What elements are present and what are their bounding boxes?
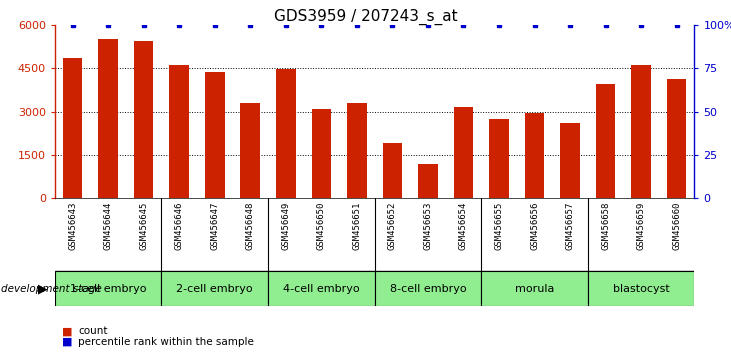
Text: count: count bbox=[78, 326, 107, 336]
Text: ■: ■ bbox=[62, 337, 72, 347]
Bar bbox=[481, 271, 588, 306]
Bar bbox=[418, 164, 438, 198]
Bar bbox=[454, 107, 473, 198]
Text: percentile rank within the sample: percentile rank within the sample bbox=[78, 337, 254, 347]
Text: GSM456650: GSM456650 bbox=[317, 202, 326, 250]
Bar bbox=[382, 143, 402, 198]
Bar bbox=[560, 123, 580, 198]
Bar bbox=[268, 271, 374, 306]
Text: GSM456648: GSM456648 bbox=[246, 202, 255, 250]
Bar bbox=[311, 109, 331, 198]
Text: GSM456657: GSM456657 bbox=[566, 202, 575, 250]
Bar bbox=[63, 58, 83, 198]
Bar bbox=[205, 72, 224, 198]
Bar bbox=[525, 113, 545, 198]
Text: GSM456655: GSM456655 bbox=[494, 202, 504, 250]
Text: GSM456659: GSM456659 bbox=[637, 202, 645, 250]
Bar bbox=[240, 103, 260, 198]
Text: 4-cell embryo: 4-cell embryo bbox=[283, 284, 360, 293]
Text: development stage: development stage bbox=[1, 284, 102, 293]
Text: 1-cell embryo: 1-cell embryo bbox=[70, 284, 146, 293]
Bar bbox=[347, 103, 367, 198]
Bar bbox=[99, 39, 118, 198]
Text: GDS3959 / 207243_s_at: GDS3959 / 207243_s_at bbox=[273, 9, 458, 25]
Text: GSM456654: GSM456654 bbox=[459, 202, 468, 250]
Bar bbox=[374, 271, 481, 306]
Text: GSM456646: GSM456646 bbox=[175, 202, 183, 250]
Text: GSM456647: GSM456647 bbox=[211, 202, 219, 250]
Text: GSM456652: GSM456652 bbox=[388, 202, 397, 250]
Bar bbox=[134, 41, 154, 198]
Text: GSM456643: GSM456643 bbox=[68, 202, 77, 250]
Text: ▶: ▶ bbox=[38, 282, 48, 295]
Text: GSM456658: GSM456658 bbox=[601, 202, 610, 250]
Bar bbox=[170, 65, 189, 198]
Text: GSM456660: GSM456660 bbox=[673, 202, 681, 250]
Bar bbox=[162, 271, 268, 306]
Bar bbox=[55, 271, 162, 306]
Text: GSM456653: GSM456653 bbox=[423, 202, 433, 250]
Text: GSM456649: GSM456649 bbox=[281, 202, 290, 250]
Bar bbox=[588, 271, 694, 306]
Bar bbox=[667, 79, 686, 198]
Text: blastocyst: blastocyst bbox=[613, 284, 670, 293]
Bar bbox=[596, 84, 616, 198]
Text: ■: ■ bbox=[62, 326, 72, 336]
Text: GSM456644: GSM456644 bbox=[104, 202, 113, 250]
Text: GSM456645: GSM456645 bbox=[139, 202, 148, 250]
Text: GSM456651: GSM456651 bbox=[352, 202, 361, 250]
Bar bbox=[632, 65, 651, 198]
Text: morula: morula bbox=[515, 284, 554, 293]
Text: 8-cell embryo: 8-cell embryo bbox=[390, 284, 466, 293]
Text: GSM456656: GSM456656 bbox=[530, 202, 539, 250]
Bar bbox=[276, 69, 295, 198]
Bar bbox=[489, 119, 509, 198]
Text: 2-cell embryo: 2-cell embryo bbox=[176, 284, 253, 293]
